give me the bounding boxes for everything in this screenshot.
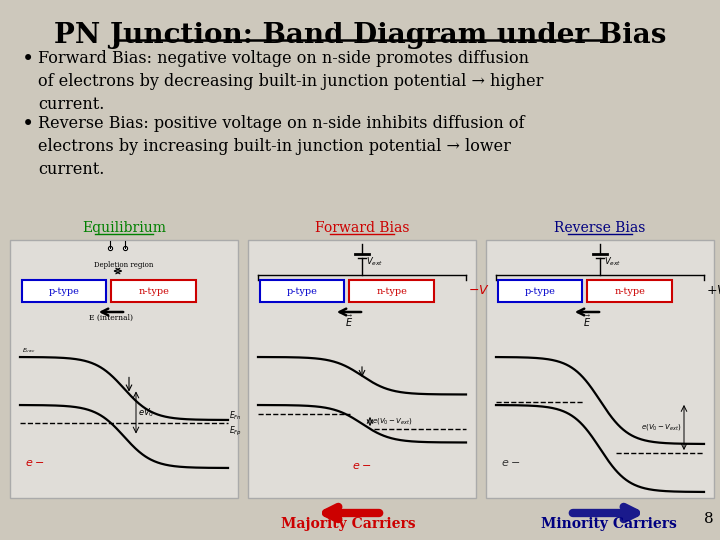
Text: $E_{vac}$: $E_{vac}$ [22,346,35,355]
Text: $\vec{E}$: $\vec{E}$ [345,314,353,329]
Text: $eV_0$: $eV_0$ [138,406,154,418]
Text: E (internal): E (internal) [89,314,133,322]
Text: $e(V_0 - V_{ext})$: $e(V_0 - V_{ext})$ [642,422,682,433]
Text: Reverse Bias: positive voltage on n-side inhibits diffusion of
electrons by incr: Reverse Bias: positive voltage on n-side… [38,115,524,178]
Text: p-type: p-type [49,287,80,295]
Text: $e-$: $e-$ [352,461,372,471]
Text: p-type: p-type [525,287,556,295]
Text: •: • [22,115,35,134]
Text: $e(V_0 - V_{ext})$: $e(V_0 - V_{ext})$ [372,416,413,427]
Text: n-type: n-type [614,287,645,295]
Text: Majority Carriers: Majority Carriers [281,517,415,531]
Text: $E_{Fp}$: $E_{Fp}$ [229,425,242,438]
Text: 8: 8 [704,512,714,526]
Text: $e-$: $e-$ [501,458,520,468]
Text: PN Junction: Band Diagram under Bias: PN Junction: Band Diagram under Bias [54,22,666,49]
Bar [22,280,107,302]
Text: n-type: n-type [138,287,169,295]
Text: $-V$: $-V$ [468,285,490,298]
Bar [588,280,672,302]
Text: •: • [22,50,35,69]
Bar [498,280,582,302]
Text: Equilibrium: Equilibrium [82,221,166,235]
Bar [10,240,238,498]
Text: $V_{ext}$: $V_{ext}$ [366,256,383,268]
Bar [349,280,433,302]
Text: $+V$: $+V$ [706,285,720,298]
Bar [112,280,196,302]
Text: $E_{Fn}$: $E_{Fn}$ [229,409,242,422]
Text: Forward Bias: Forward Bias [315,221,409,235]
Text: $\vec{E}$: $\vec{E}$ [583,314,591,329]
Text: $e-$: $e-$ [25,458,44,468]
Text: Reverse Bias: Reverse Bias [554,221,646,235]
Bar [248,240,476,498]
Text: $V_{ext}$: $V_{ext}$ [604,256,621,268]
Text: Depletion region: Depletion region [94,261,153,269]
Text: Minority Carriers: Minority Carriers [541,517,677,531]
Text: p-type: p-type [287,287,318,295]
Bar [486,240,714,498]
Text: Forward Bias: negative voltage on n-side promotes diffusion
of electrons by decr: Forward Bias: negative voltage on n-side… [38,50,544,113]
Bar [260,280,344,302]
Text: n-type: n-type [376,287,407,295]
